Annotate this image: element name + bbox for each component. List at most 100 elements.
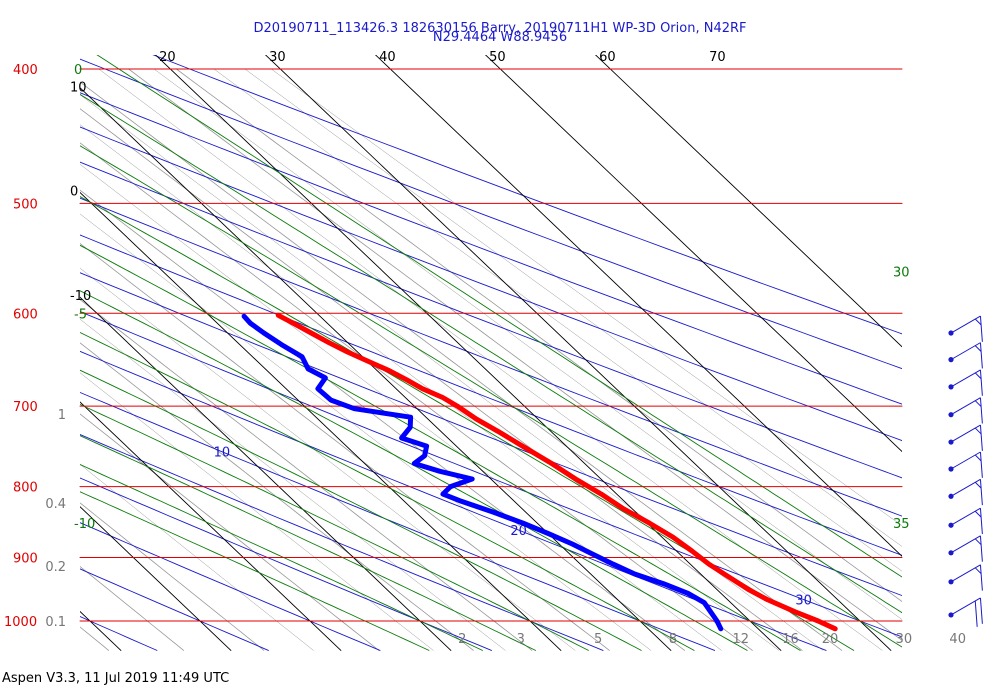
dry-adiabat — [152, 55, 902, 335]
mixing-ratio-line — [80, 502, 265, 651]
isotherm-label: 60 — [599, 50, 616, 65]
wind-barb — [948, 342, 983, 369]
moist-adiabat — [80, 331, 695, 651]
mixing-ratio-line — [80, 299, 533, 651]
mixing-ratio-line — [80, 163, 722, 651]
mixing-ratio-label: 0.2 — [45, 560, 66, 575]
wind-barb — [948, 424, 983, 451]
wind-barb — [948, 507, 983, 535]
mixing-ratio-label: 3 — [517, 632, 525, 647]
mixing-ratio-line — [176, 68, 902, 602]
mixing-ratio-label: 16 — [782, 632, 799, 647]
moist-adiabat — [80, 290, 748, 651]
temperature-profile-line — [275, 312, 838, 632]
chart-subtitle: N29.4464 W88.9456 — [433, 30, 567, 45]
moist-adiabat — [80, 491, 430, 651]
moist-adiabat — [80, 145, 902, 648]
isotherm — [80, 506, 232, 651]
moist-adiabat — [80, 403, 589, 651]
moist-adiabat — [80, 435, 536, 651]
dry-adiabat-label: 10 — [214, 446, 231, 461]
pressure-tick-label: 500 — [13, 197, 38, 212]
isotherm — [0, 0, 11, 650]
isotherm — [154, 55, 782, 651]
isotherm — [374, 55, 902, 557]
dry-adiabat — [80, 568, 269, 651]
dry-adiabat — [80, 434, 604, 651]
wind-barb — [948, 597, 983, 627]
dry-adiabat — [80, 522, 381, 651]
mixing-ratio-line — [80, 318, 506, 651]
isotherm — [594, 55, 902, 348]
mixing-ratio-line — [80, 94, 824, 651]
moist-adiabat — [80, 244, 801, 651]
wind-barb — [948, 535, 983, 562]
mixing-ratio-line — [128, 68, 902, 641]
sounding-profiles — [241, 312, 838, 632]
moist-adiabat — [80, 464, 483, 651]
isotherm — [80, 401, 342, 651]
isobars — [79, 68, 903, 622]
mixing-ratio-label: 30 — [896, 632, 913, 647]
mixing-ratio-line — [80, 189, 685, 651]
isotherm-label: 30 — [269, 50, 286, 65]
dry-adiabat — [80, 58, 902, 370]
pressure-tick-label: 400 — [13, 63, 38, 78]
mixing-ratio-label: 12 — [733, 632, 750, 647]
mixing-ratio-line — [80, 372, 434, 651]
mixing-ratio-label: 5 — [594, 632, 602, 647]
isotherm — [80, 191, 562, 651]
mixing-ratio-lines — [80, 68, 902, 651]
moist-adiabats — [80, 55, 902, 651]
moist-adiabat — [80, 93, 902, 614]
isotherm-label: -10 — [70, 289, 91, 304]
mixing-ratio-label: 40 — [949, 632, 966, 647]
mixing-ratio-line — [80, 342, 474, 651]
pressure-tick-label: 700 — [13, 400, 38, 415]
dry-adiabat — [80, 477, 492, 651]
mixing-ratio-label: 8 — [669, 632, 677, 647]
mixing-ratio-label: 2 — [458, 632, 466, 647]
wind-barb — [948, 397, 983, 424]
dry-adiabat — [80, 350, 827, 651]
dry-adiabat — [80, 391, 716, 651]
mixing-ratio-label: 0.4 — [45, 497, 66, 512]
mixing-ratio-line — [80, 108, 803, 651]
mixing-ratio-line — [80, 242, 610, 651]
dewpoint-profile-line — [241, 313, 724, 632]
isotherm-label: 0 — [70, 184, 78, 199]
mixing-ratio-line — [80, 463, 314, 651]
mixing-ratio-line — [153, 68, 902, 620]
moist-adiabat — [96, 55, 902, 578]
isotherm-label: 20 — [159, 50, 176, 65]
pressure-tick-label: 600 — [13, 307, 38, 322]
isotherm — [80, 87, 672, 651]
chart-title: D20190711_113426.3 182630156 Barry, 2019… — [254, 21, 747, 36]
mixing-ratio-line — [80, 267, 576, 651]
mixing-ratio-line — [244, 68, 902, 547]
moist-adiabat-label: 0 — [74, 63, 82, 78]
wind-barb — [948, 451, 983, 478]
moist-adiabat-label: -5 — [74, 307, 87, 322]
pressure-tick-label: 1000 — [4, 615, 37, 630]
isotherm-label: 40 — [379, 50, 396, 65]
mixing-ratio-label: 20 — [822, 632, 839, 647]
dry-adiabat — [80, 92, 902, 405]
moist-adiabat-label: 30 — [893, 266, 910, 281]
isotherm — [484, 55, 902, 453]
mixing-ratio-line — [80, 413, 380, 651]
pressure-tick-label: 900 — [13, 552, 38, 567]
moist-adiabat — [80, 196, 855, 651]
dry-adiabat-label: 20 — [510, 524, 527, 539]
isotherm — [264, 55, 892, 651]
footer-text: Aspen V3.3, 11 Jul 2019 11:49 UTC — [2, 671, 230, 686]
isotherm-label: 10 — [70, 80, 87, 95]
isotherm-label: 50 — [489, 50, 506, 65]
mixing-ratio-label: 0.1 — [45, 615, 66, 630]
isotherms — [0, 0, 902, 651]
mixing-ratio-label: 1 — [58, 408, 66, 423]
moist-adiabat-label: 35 — [893, 517, 910, 532]
pressure-tick-label: 800 — [13, 481, 38, 496]
